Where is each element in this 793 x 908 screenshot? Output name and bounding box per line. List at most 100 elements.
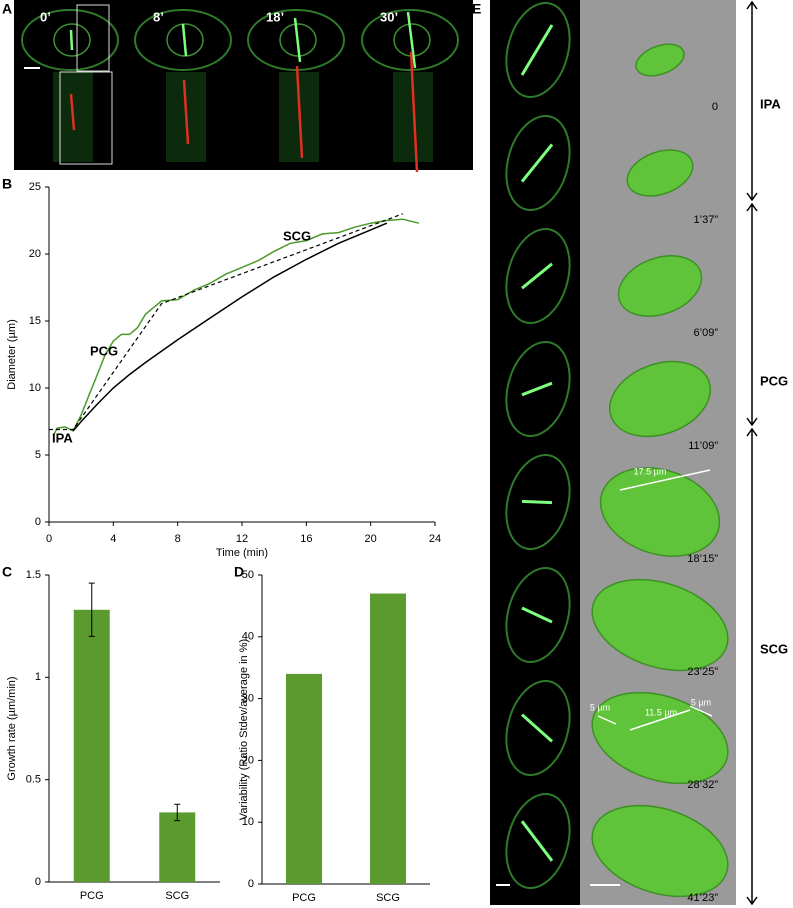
y-axis-label: Variability (Ratio Stdev/average in %) <box>238 639 250 820</box>
x-tick-label: 0 <box>46 533 52 545</box>
y-tick-label: 0 <box>248 878 254 890</box>
x-axis-label: Time (min) <box>216 547 268 559</box>
bar <box>159 812 196 882</box>
spindle-trace <box>182 79 190 145</box>
spindle-rendering <box>591 804 729 898</box>
crop-box <box>76 4 110 72</box>
phase-label: SCG <box>760 641 788 656</box>
measurement-arrow <box>689 705 713 717</box>
spindle-rendering <box>608 360 712 438</box>
error-bar <box>88 582 95 637</box>
spindle-trace <box>69 93 76 131</box>
y-tick-label: 0 <box>35 876 41 888</box>
cell-outline <box>505 679 571 777</box>
x-tick-label: 8 <box>175 533 181 545</box>
measurement-arrow <box>619 469 711 491</box>
data-line <box>49 213 404 431</box>
spindle-rendering <box>591 691 729 785</box>
cell-outline <box>505 227 571 325</box>
y-axis-label: Diameter (µm) <box>6 319 18 390</box>
cell-outline <box>505 792 571 890</box>
y-tick-label: 10 <box>29 382 41 394</box>
phase-arrow <box>746 427 758 906</box>
phase-arrow <box>746 0 758 202</box>
x-tick-label: 24 <box>429 533 441 545</box>
measurement-arrow <box>597 715 617 725</box>
spindle <box>520 820 554 862</box>
spindle <box>521 262 553 290</box>
panel-label: A <box>2 1 12 17</box>
annotation: SCG <box>283 228 311 243</box>
time-label: 8’ <box>153 9 164 24</box>
panel-label: D <box>234 564 244 580</box>
spindle-trace <box>409 51 419 173</box>
phase-label: PCG <box>760 373 788 388</box>
spindle-trace <box>295 65 304 159</box>
x-tick-label: PCG <box>292 892 316 904</box>
crop-box <box>59 71 113 165</box>
cell-outline <box>21 9 119 71</box>
y-tick-label: 0.5 <box>26 774 41 786</box>
time-label: 18’ <box>266 9 284 24</box>
x-tick-label: PCG <box>80 890 104 902</box>
spindle <box>521 499 553 505</box>
x-tick-label: SCG <box>165 890 189 902</box>
y-tick-label: 25 <box>29 181 41 193</box>
error-bar <box>174 803 181 822</box>
spindle <box>69 29 74 51</box>
spindle-rendering <box>591 578 729 672</box>
x-tick-label: 4 <box>110 533 116 545</box>
spindle-rendering <box>626 149 694 197</box>
x-tick-label: 12 <box>236 533 248 545</box>
time-label: 11’09” <box>688 440 718 452</box>
annotation: IPA <box>52 430 73 445</box>
spindle <box>521 381 553 397</box>
time-label: 28’32” <box>687 779 718 791</box>
phase-arrow <box>746 202 758 427</box>
cell-outline <box>505 114 571 212</box>
cell-outline <box>505 340 571 438</box>
spindle-rendering <box>599 467 721 557</box>
time-label: 6’09” <box>694 327 719 339</box>
y-tick-label: 10 <box>242 816 254 828</box>
spindle <box>181 23 188 57</box>
bar <box>73 609 110 882</box>
spindle <box>293 17 302 63</box>
measurement-label: 5 µm <box>590 702 610 712</box>
phase-label: IPA <box>760 96 781 111</box>
spindle <box>406 11 417 69</box>
y-tick-label: 40 <box>242 631 254 643</box>
panel-e-micrographs <box>490 0 580 905</box>
y-tick-label: 20 <box>29 248 41 260</box>
nucleus <box>53 23 91 57</box>
measurement-label: 17.5 µm <box>634 466 667 476</box>
y-tick-label: 1.5 <box>26 569 41 581</box>
cell-outline <box>134 9 232 71</box>
time-label: 23’25” <box>687 666 718 678</box>
time-label: 1’37” <box>694 214 719 226</box>
spindle <box>521 713 553 743</box>
y-tick-label: 15 <box>29 315 41 327</box>
y-tick-label: 0 <box>35 516 41 528</box>
cell-outline <box>361 9 459 71</box>
time-label: 18’15” <box>687 553 718 565</box>
time-label: 41’23” <box>687 892 718 904</box>
spindle-rendering <box>617 255 703 317</box>
cell-outline <box>505 1 571 99</box>
x-tick-label: SCG <box>376 892 400 904</box>
bar <box>286 673 322 884</box>
nucleus <box>279 23 317 57</box>
cell-outline <box>505 453 571 551</box>
y-tick-label: 1 <box>35 671 41 683</box>
panel-label: C <box>2 564 12 580</box>
annotation: PCG <box>90 343 118 358</box>
spindle <box>521 606 553 624</box>
measurement-label: 5 µm <box>691 697 711 707</box>
time-label: 30’ <box>380 9 398 24</box>
measurement-label: 11.5 µm <box>645 707 677 717</box>
y-tick-label: 20 <box>242 754 254 766</box>
panel-label: B <box>2 176 12 192</box>
y-tick-label: 30 <box>242 693 254 705</box>
y-axis-label: Growth rate (µm/min) <box>6 676 18 780</box>
x-tick-label: 16 <box>300 533 312 545</box>
